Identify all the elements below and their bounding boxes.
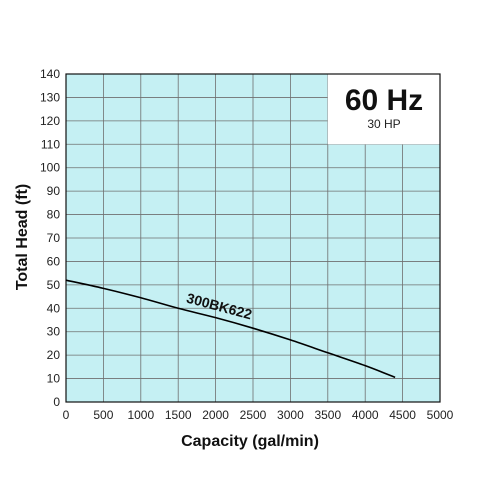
y-tick-label: 0 xyxy=(53,395,60,409)
x-tick-label: 3500 xyxy=(314,408,341,422)
y-tick-label: 20 xyxy=(47,348,61,362)
frequency-annotation: 60 Hz xyxy=(345,84,423,117)
y-tick-label: 80 xyxy=(47,208,61,222)
plot-frame xyxy=(65,73,441,403)
x-axis-title: Capacity (gal/min) xyxy=(181,433,319,450)
y-tick-label: 40 xyxy=(47,301,61,315)
x-tick-label: 500 xyxy=(93,408,113,422)
y-tick-label: 50 xyxy=(47,278,61,292)
y-tick-label: 90 xyxy=(47,184,61,198)
annotation-box xyxy=(327,74,440,145)
y-tick-label: 100 xyxy=(40,161,60,175)
x-tick-label: 4000 xyxy=(352,408,379,422)
x-tick-label: 2000 xyxy=(202,408,229,422)
y-tick-label: 10 xyxy=(47,372,61,386)
y-tick-label: 130 xyxy=(40,90,60,104)
y-axis-ticks: 0 10 20 30 40 50 60 70 80 90 100 110 120 130 140 xyxy=(40,67,60,409)
y-tick-label: 30 xyxy=(47,325,61,339)
y-axis-title: Total Head (ft) xyxy=(14,184,31,290)
y-tick-label: 60 xyxy=(47,254,61,268)
x-tick-label: 4500 xyxy=(389,408,416,422)
x-tick-label: 1500 xyxy=(165,408,192,422)
x-axis-ticks: 0 500 1000 1500 2000 2500 3000 3500 4000 4500 5000 xyxy=(63,408,454,422)
y-tick-label: 70 xyxy=(47,231,61,245)
y-tick-label: 110 xyxy=(41,137,60,151)
y-tick-label: 120 xyxy=(40,114,60,128)
series-line-300bk622 xyxy=(65,279,396,379)
x-tick-label: 5000 xyxy=(427,408,454,422)
power-annotation: 30 HP xyxy=(367,117,400,131)
x-tick-label: 1000 xyxy=(127,408,154,422)
x-tick-label: 0 xyxy=(63,408,70,422)
x-tick-label: 3000 xyxy=(277,408,304,422)
y-tick-label: 140 xyxy=(40,67,60,81)
x-tick-label: 2500 xyxy=(240,408,267,422)
